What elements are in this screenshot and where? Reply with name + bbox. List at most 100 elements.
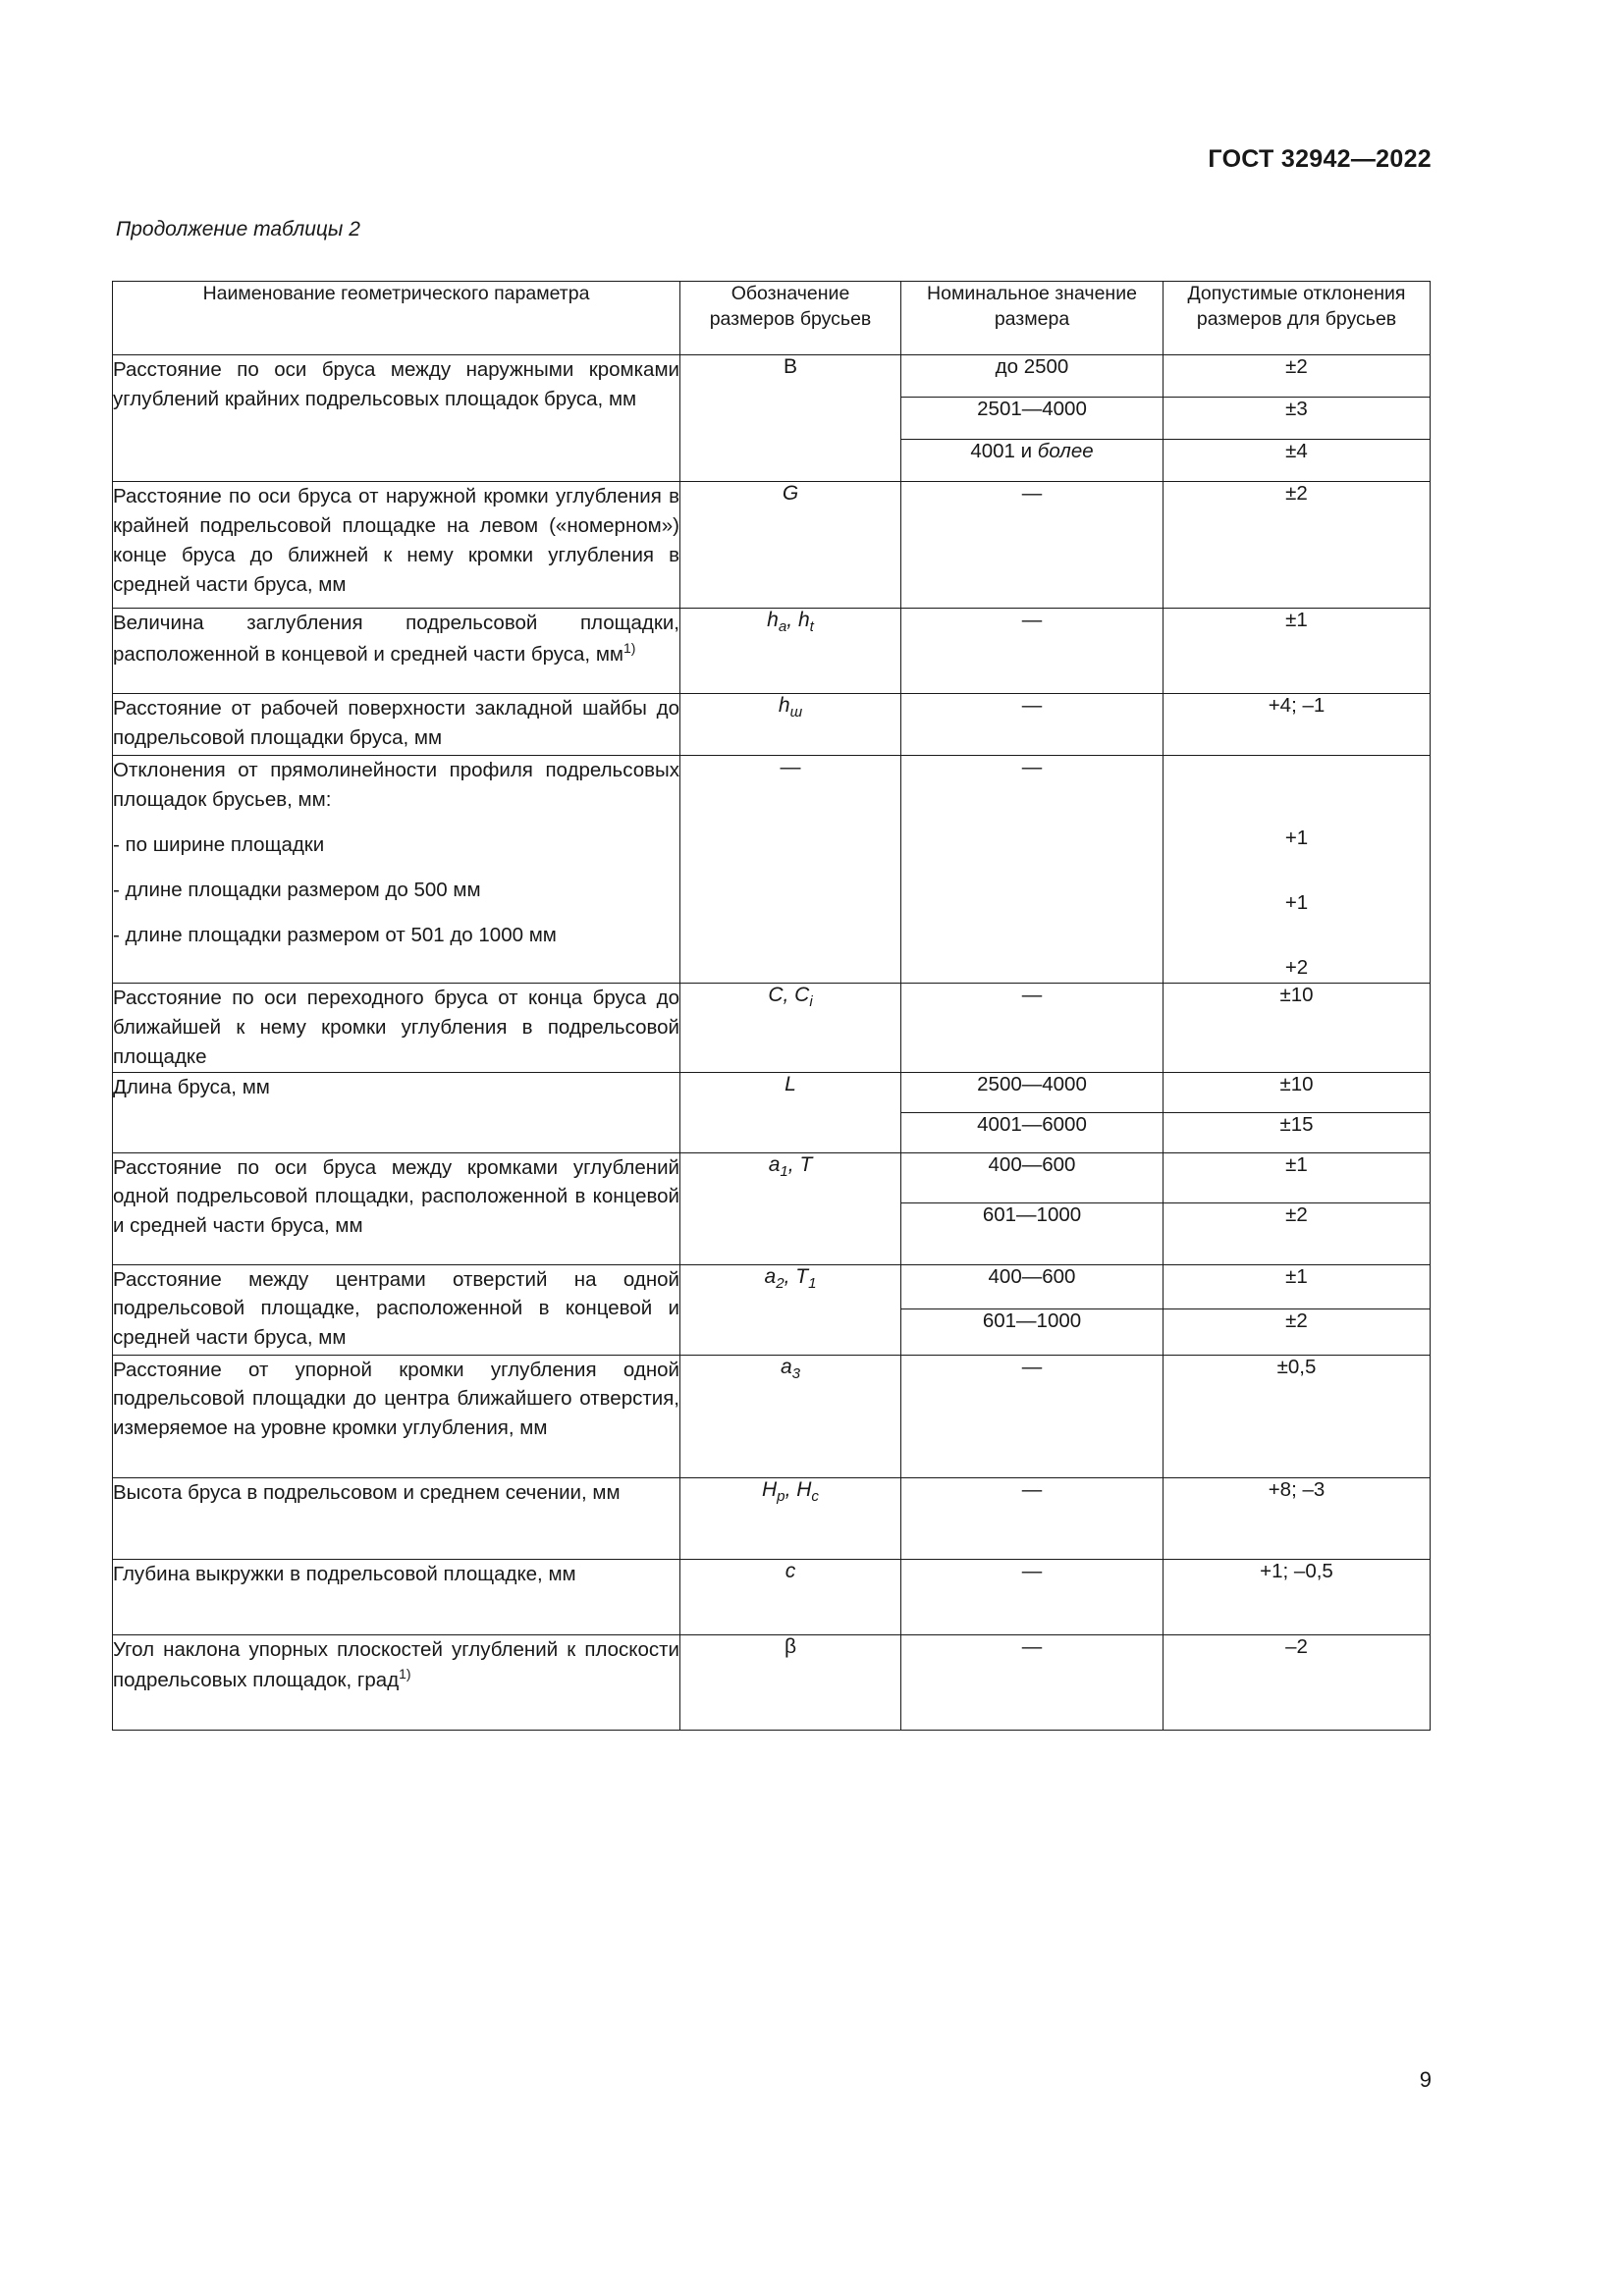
parameter-symbol-cell: c xyxy=(679,1558,901,1635)
symbol-subscript: p xyxy=(777,1487,785,1505)
deviation-value-cell: +1; –0,5 xyxy=(1163,1558,1431,1635)
deviation-value-cell: ±2 xyxy=(1163,1201,1431,1265)
parameters-table-wrapper: Наименование геометрического параметра О… xyxy=(112,281,1431,1731)
column-header-deviation-line1: Допустимые отклонения xyxy=(1187,283,1406,304)
table-body: Расстояние по оси бруса между наружными … xyxy=(112,354,1431,1731)
deviation-value-cell: –2 xyxy=(1163,1633,1431,1731)
table-row: Расстояние по оси бруса между наружными … xyxy=(112,354,1431,482)
deviation-value-cell: ±2 xyxy=(1163,481,1431,609)
parameter-symbol-cell: β xyxy=(679,1633,901,1731)
nominal-value-cell: — xyxy=(900,1476,1164,1560)
parameter-symbol-cell: a1, T xyxy=(679,1151,901,1265)
parameter-name-cell: Расстояние по оси бруса между наружными … xyxy=(112,354,680,482)
column-header-symbol-line1: Обозначение xyxy=(731,283,850,304)
table-row: Расстояние между центрами отверстий на о… xyxy=(112,1263,1431,1356)
column-header-nominal-line2: размера xyxy=(994,307,1070,330)
parameter-name-cell: Длина бруса, мм xyxy=(112,1071,680,1153)
footnote-marker: 1) xyxy=(623,639,636,656)
table-row: Расстояние по оси бруса между кромками у… xyxy=(112,1151,1431,1265)
deviation-value-cell: +4; –1 xyxy=(1163,693,1431,756)
deviation-stack: +1 +1 +2 xyxy=(1164,756,1430,983)
column-header-nominal: Номинальное значение размера xyxy=(900,281,1164,355)
deviation-value-cell: ±2 xyxy=(1163,354,1431,398)
parameter-name-cell: Расстояние от рабочей поверхности заклад… xyxy=(112,693,680,756)
standard-header: ГОСТ 32942—2022 xyxy=(1208,145,1432,173)
parameter-symbol-cell: — xyxy=(679,755,901,984)
deviation-item: +1 xyxy=(1284,890,1309,914)
deviation-value-cell: ±1 xyxy=(1163,1263,1431,1309)
table-row: Расстояние от упорной кромки углубления … xyxy=(112,1354,1431,1478)
parameter-symbol-cell: C, Ci xyxy=(679,982,901,1073)
nominal-value-cell: 601—1000 xyxy=(900,1201,1164,1265)
column-header-symbol: Обозначение размеров брусьев xyxy=(679,281,901,355)
nominal-value-cell: — xyxy=(900,693,1164,756)
table-row: 4001 и более ±4 xyxy=(113,439,1431,482)
parameter-name-cell: Отклонения от прямолинейности профиля по… xyxy=(112,755,680,984)
symbol-subscript: i xyxy=(809,992,813,1010)
spacer xyxy=(113,815,679,830)
parameter-symbol-cell: a3 xyxy=(679,1354,901,1478)
table-row: Отклонения от прямолинейности профиля по… xyxy=(112,755,1431,984)
table-row: 2501—4000 ±3 xyxy=(113,397,1431,440)
table-row: Величина заглубления подрельсовой площад… xyxy=(112,608,1431,694)
parameter-name-cell: Высота бруса в подрельсовом и среднем се… xyxy=(112,1476,680,1560)
page-number: 9 xyxy=(1419,2067,1432,2092)
table-header-row: Наименование геометрического параметра О… xyxy=(112,281,1431,355)
table-row: Глубина выкружки в подрельсовой площадке… xyxy=(112,1558,1431,1635)
parameter-name-cell: Глубина выкружки в подрельсовой площадке… xyxy=(112,1558,680,1635)
nominal-value-cell: — xyxy=(900,1354,1164,1478)
symbol-subscript: 1 xyxy=(780,1162,788,1180)
table-row: Длина бруса, мм L 2500—4000 ±10 xyxy=(112,1071,1431,1153)
table-row: Угол наклона упорных плоскостей углублен… xyxy=(112,1633,1431,1731)
deviation-value-cell: ±10 xyxy=(1163,982,1431,1073)
spacer xyxy=(113,905,679,921)
symbol-subscript: 3 xyxy=(791,1364,801,1382)
nominal-value-cell: — xyxy=(900,982,1164,1073)
table-row: 601—1000 ±2 xyxy=(113,1201,1431,1265)
parameter-symbol-cell: L xyxy=(679,1071,901,1153)
nominal-value-cell: — xyxy=(900,608,1164,694)
parameter-bullet: - по ширине площадки xyxy=(113,832,325,856)
symbol-subscript: a xyxy=(778,618,787,636)
parameter-symbol-cell: B xyxy=(679,354,901,482)
parameter-bullet: - длине площадки размером от 501 до 1000… xyxy=(113,923,557,946)
parameter-name-cell: Величина заглубления подрельсовой площад… xyxy=(112,608,680,694)
parameter-name-cell: Расстояние по оси переходного бруса от к… xyxy=(112,982,680,1073)
symbol-subscript: 1 xyxy=(808,1274,817,1292)
table-row: Расстояние от рабочей поверхности заклад… xyxy=(112,693,1431,756)
parameter-name-cell: Расстояние по оси бруса между кромками у… xyxy=(112,1151,680,1265)
deviation-value-cell: +1 +1 +2 xyxy=(1163,755,1431,984)
deviation-value-cell: ±10 xyxy=(1163,1071,1431,1113)
column-header-parameter-name: Наименование геометрического параметра xyxy=(112,281,680,355)
parameter-symbol-cell: hш xyxy=(679,693,901,756)
deviation-value-cell: ±4 xyxy=(1163,439,1431,482)
footnote-marker: 1) xyxy=(399,1666,411,1682)
table-header: Наименование геометрического параметра О… xyxy=(112,281,1431,355)
parameters-table: Наименование геометрического параметра О… xyxy=(112,281,1431,1731)
nominal-value-cell: 400—600 xyxy=(900,1263,1164,1309)
deviation-value-cell: ±0,5 xyxy=(1163,1354,1431,1478)
symbol-subscript: t xyxy=(809,618,814,636)
nominal-value-cell: 4001 и более xyxy=(900,439,1164,482)
nominal-value-cell: — xyxy=(900,1558,1164,1635)
parameter-symbol-cell: ha, ht xyxy=(679,608,901,694)
symbol-subscript: c xyxy=(811,1487,819,1505)
deviation-value-cell: ±15 xyxy=(1163,1111,1431,1153)
parameter-symbol-cell: a2, T1 xyxy=(679,1263,901,1356)
deviation-value-cell: ±3 xyxy=(1163,397,1431,440)
column-header-deviation-line2: размеров для брусьев xyxy=(1196,307,1397,330)
nominal-value-cell: до 2500 xyxy=(900,354,1164,398)
table-row: 4001—6000 ±15 xyxy=(113,1111,1431,1153)
parameter-name-lead: Отклонения от прямолинейности профиля по… xyxy=(113,759,679,811)
deviation-value-cell: ±2 xyxy=(1163,1308,1431,1356)
column-header-nominal-line1: Номинальное значение xyxy=(927,283,1137,304)
symbol-subscript: ш xyxy=(789,704,803,721)
table-row: Расстояние по оси бруса от наружной кром… xyxy=(112,481,1431,609)
nominal-value-cell: 2500—4000 xyxy=(900,1071,1164,1113)
table-row: Высота бруса в подрельсовом и среднем се… xyxy=(112,1476,1431,1560)
parameter-symbol-cell: Hp, Hc xyxy=(679,1476,901,1560)
parameter-name-cell: Угол наклона упорных плоскостей углублен… xyxy=(112,1633,680,1731)
nominal-value-cell: — xyxy=(900,1633,1164,1731)
table-row: Расстояние по оси переходного бруса от к… xyxy=(112,982,1431,1073)
